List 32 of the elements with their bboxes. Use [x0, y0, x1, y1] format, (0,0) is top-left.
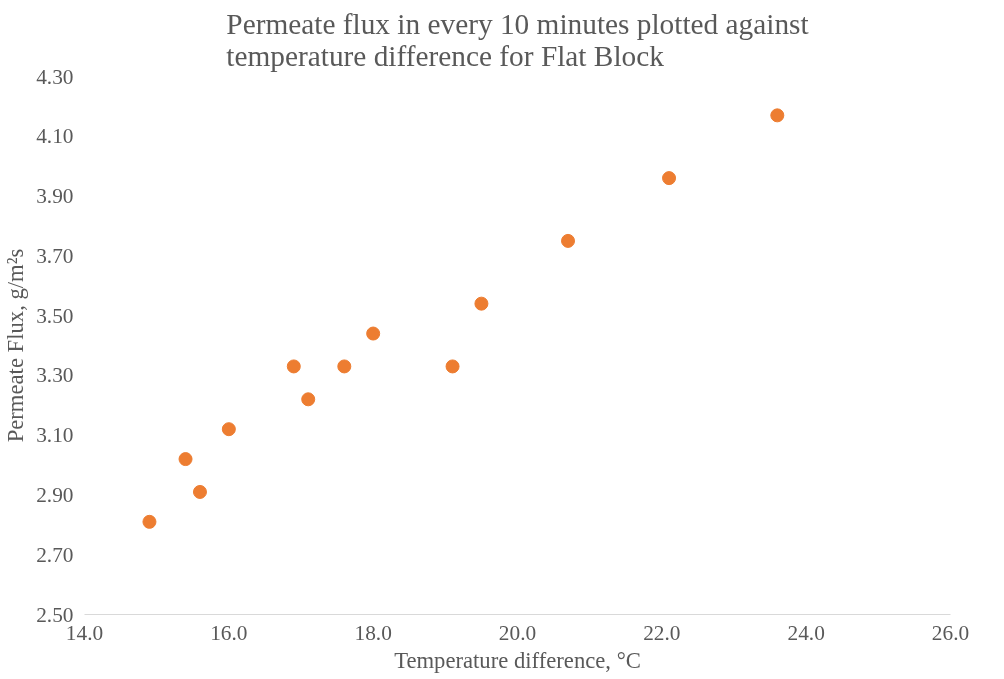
- x-tick-label: 24.0: [787, 620, 825, 645]
- x-tick-label: 18.0: [354, 620, 392, 645]
- y-tick-label: 4.10: [36, 124, 74, 149]
- y-tick-label: 4.30: [36, 64, 74, 89]
- point: [301, 392, 316, 407]
- point: [221, 422, 236, 437]
- y-tick-label: 2.70: [36, 542, 74, 567]
- y-tick-label: 3.70: [36, 243, 74, 268]
- y-tick-label: 3.50: [36, 303, 74, 328]
- x-tick-label: 16.0: [210, 620, 248, 645]
- point: [192, 484, 207, 499]
- point: [178, 452, 193, 467]
- x-tick-label: 22.0: [643, 620, 681, 645]
- x-axis-title: Temperature difference, °C: [394, 647, 641, 673]
- x-tick-label: 26.0: [931, 620, 970, 645]
- point: [770, 108, 785, 123]
- point: [286, 359, 301, 374]
- y-tick-label: 3.30: [36, 363, 74, 388]
- point: [474, 296, 489, 311]
- point: [142, 514, 157, 529]
- point: [662, 171, 677, 186]
- y-tick-label: 3.10: [36, 423, 74, 448]
- point: [445, 359, 460, 374]
- y-tick-label: 3.90: [36, 184, 74, 209]
- x-tick-label: 20.0: [498, 620, 537, 645]
- point: [366, 326, 381, 341]
- point: [337, 359, 352, 374]
- point: [561, 233, 576, 248]
- y-axis-title: Permeate Flux, g/m²s: [3, 248, 29, 443]
- y-tick-label: 2.50: [36, 602, 74, 627]
- chart-title: Permeate flux in every 10 minutes plotted against temperature difference for Flat Block: [226, 7, 809, 72]
- y-tick-label: 2.90: [36, 482, 74, 507]
